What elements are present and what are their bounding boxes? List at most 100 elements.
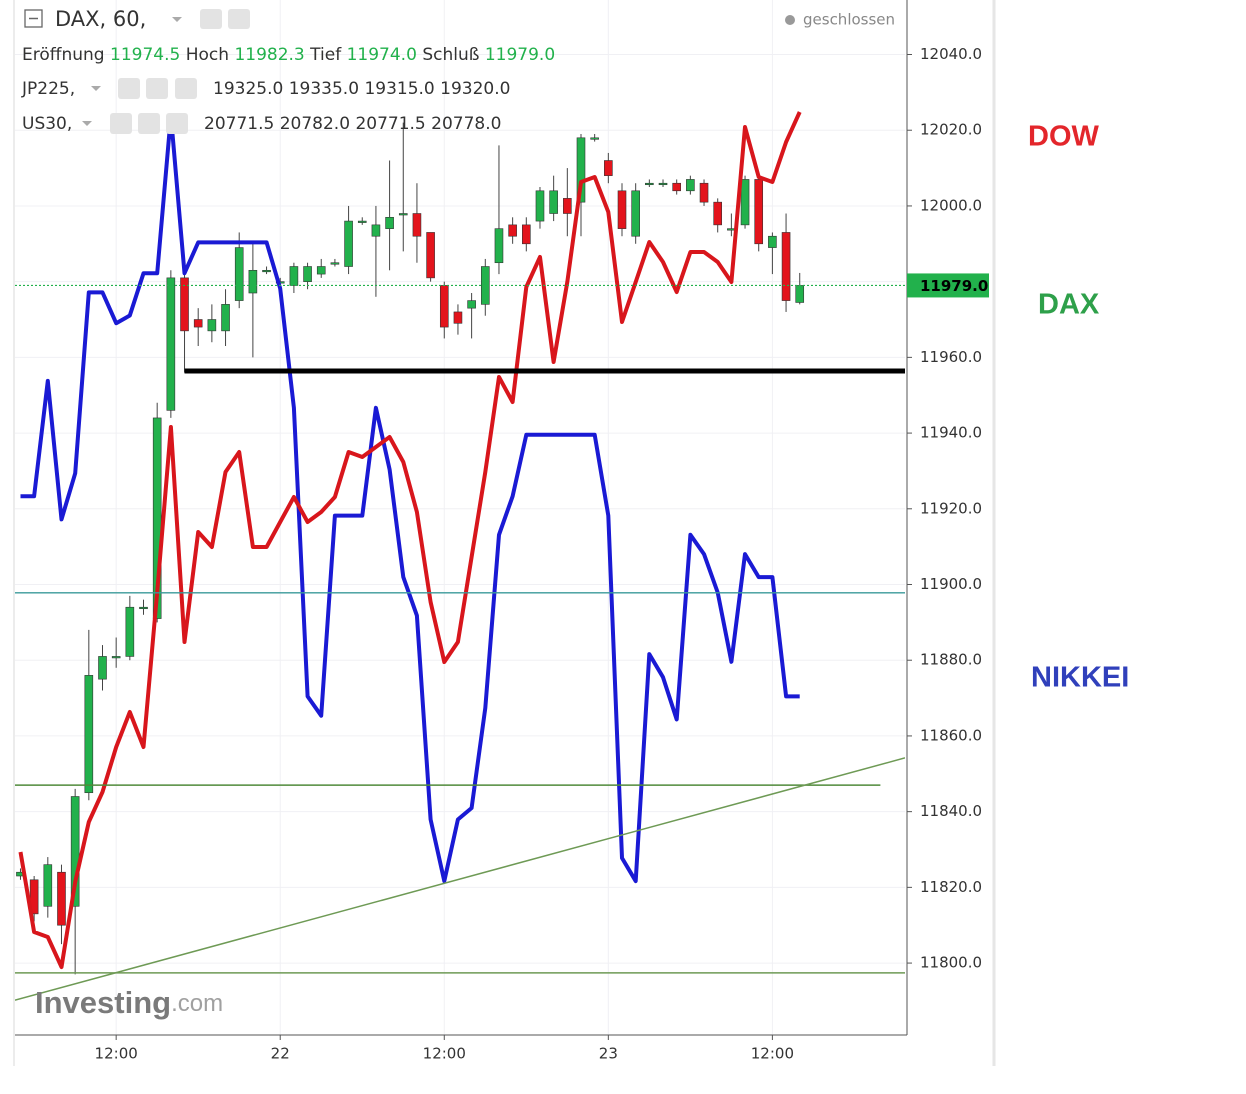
ohlc-label: Eröffnung: [22, 45, 105, 65]
ohlc-value: 20782.0: [280, 114, 350, 134]
dropdown-caret[interactable]: [91, 86, 101, 91]
candle-body: [289, 266, 299, 286]
overlay-ohlc: 20771.5 20782.0 20771.5 20778.0: [204, 114, 501, 134]
y-tick-label: 11880.0: [920, 651, 982, 669]
x-tick-label: 12:00: [95, 1045, 138, 1063]
y-tick-label: 11920.0: [920, 499, 982, 517]
remove-icon[interactable]: [175, 78, 197, 99]
last-price-box: [907, 273, 989, 298]
status-dot: [785, 15, 795, 25]
ohlc-value: 11974.5: [110, 45, 180, 65]
overlay-line: [20, 113, 800, 884]
overlay-ohlc: 19325.0 19335.0 19315.0 19320.0: [213, 79, 510, 99]
y-tick-label: 12040.0: [920, 45, 982, 63]
candle-body: [713, 201, 723, 226]
x-tick-label: 23: [599, 1045, 618, 1063]
ohlc-label: Hoch: [186, 45, 229, 65]
candle-body: [166, 277, 176, 411]
candle-body: [686, 179, 695, 192]
candle-body: [111, 656, 121, 659]
trend-line: [15, 757, 905, 1001]
overlay-name: US30,: [22, 114, 72, 134]
candle-body: [549, 190, 558, 214]
candle-body: [262, 269, 271, 273]
settings-icon[interactable]: [146, 78, 168, 99]
plot-area: [16, 122, 805, 975]
ohlc-value: 11982.3: [234, 45, 304, 65]
dropdown-caret[interactable]: [82, 121, 92, 126]
candle-body: [699, 182, 709, 203]
candle-body: [604, 160, 613, 176]
overlay-area: [18, 111, 802, 969]
ohlc-value: 20778.0: [431, 114, 501, 134]
candle-body: [344, 220, 353, 267]
candle-body: [57, 871, 66, 926]
candle-body: [398, 213, 408, 216]
candle-body: [152, 417, 162, 619]
candle-body: [98, 656, 107, 680]
chart-title: DAX, 60,: [55, 7, 146, 31]
x-tick-label: 12:00: [423, 1045, 466, 1063]
candle-body: [371, 224, 381, 237]
candle-body: [385, 216, 394, 229]
y-tick-label: 12020.0: [920, 121, 982, 139]
candle-body: [494, 228, 504, 264]
candle-body: [139, 606, 148, 610]
eye-icon[interactable]: [118, 78, 140, 99]
last-price-label: 11979.0: [920, 277, 988, 295]
settings-icon[interactable]: [228, 9, 250, 29]
candle-body: [645, 182, 654, 186]
chart-panel: [0, 0, 995, 1066]
candle-body: [754, 179, 764, 245]
x-tick-label: 22: [271, 1045, 290, 1063]
watermark-suffix: .com: [171, 990, 223, 1017]
candle-body: [508, 224, 517, 237]
ohlc-value: 11974.0: [347, 45, 417, 65]
eye-icon[interactable]: [200, 9, 222, 29]
y-tick-label: 11820.0: [920, 878, 982, 896]
candle-body: [193, 319, 203, 328]
candle-body: [84, 675, 94, 794]
candle-body: [426, 232, 435, 279]
candle-body: [453, 311, 463, 324]
settings-icon[interactable]: [138, 113, 160, 134]
y-tick-label: 12000.0: [920, 196, 982, 214]
ohlc-value: 19315.0: [364, 79, 434, 99]
candle-body: [658, 182, 668, 186]
market-status: geschlossen: [803, 11, 895, 29]
candle-body: [563, 198, 572, 214]
eye-icon[interactable]: [110, 113, 132, 134]
ohlc-value: 19325.0: [213, 79, 283, 99]
candle-body: [535, 190, 545, 222]
candle-body: [234, 247, 244, 301]
annotation: NIKKEI: [1031, 662, 1129, 694]
candle-body: [480, 266, 490, 305]
candle-body: [795, 285, 805, 303]
x-tick-label: 12:00: [751, 1045, 794, 1063]
candle-body: [439, 285, 449, 328]
candle-body: [412, 213, 422, 237]
ohlc-value: 19320.0: [440, 79, 510, 99]
candle-body: [740, 179, 750, 226]
candle-body: [248, 269, 258, 294]
axes: 11800.0 11820.0 11840.0 11860.0 11880.0 11900…: [95, 45, 989, 1063]
candle-body: [522, 224, 531, 245]
candle-body: [43, 864, 53, 907]
ohlc-label: Schluß: [422, 45, 479, 65]
dropdown-caret[interactable]: [172, 17, 182, 22]
candle-body: [221, 304, 230, 332]
annotation: DAX: [1038, 289, 1100, 321]
candle-body: [768, 235, 777, 248]
candle-body: [590, 137, 599, 140]
ohlc-value: 11979.0: [485, 45, 555, 65]
y-tick-label: 11860.0: [920, 726, 982, 744]
y-tick-label: 11840.0: [920, 802, 982, 820]
ohlc-value: 20771.5: [355, 114, 425, 134]
ohlc-value: 19335.0: [289, 79, 359, 99]
ohlc-value: 20771.5: [204, 114, 274, 134]
remove-icon[interactable]: [166, 113, 188, 134]
candle-body: [303, 266, 312, 282]
y-tick-label: 11800.0: [920, 954, 982, 972]
ohlc-label: Tief: [309, 45, 342, 65]
